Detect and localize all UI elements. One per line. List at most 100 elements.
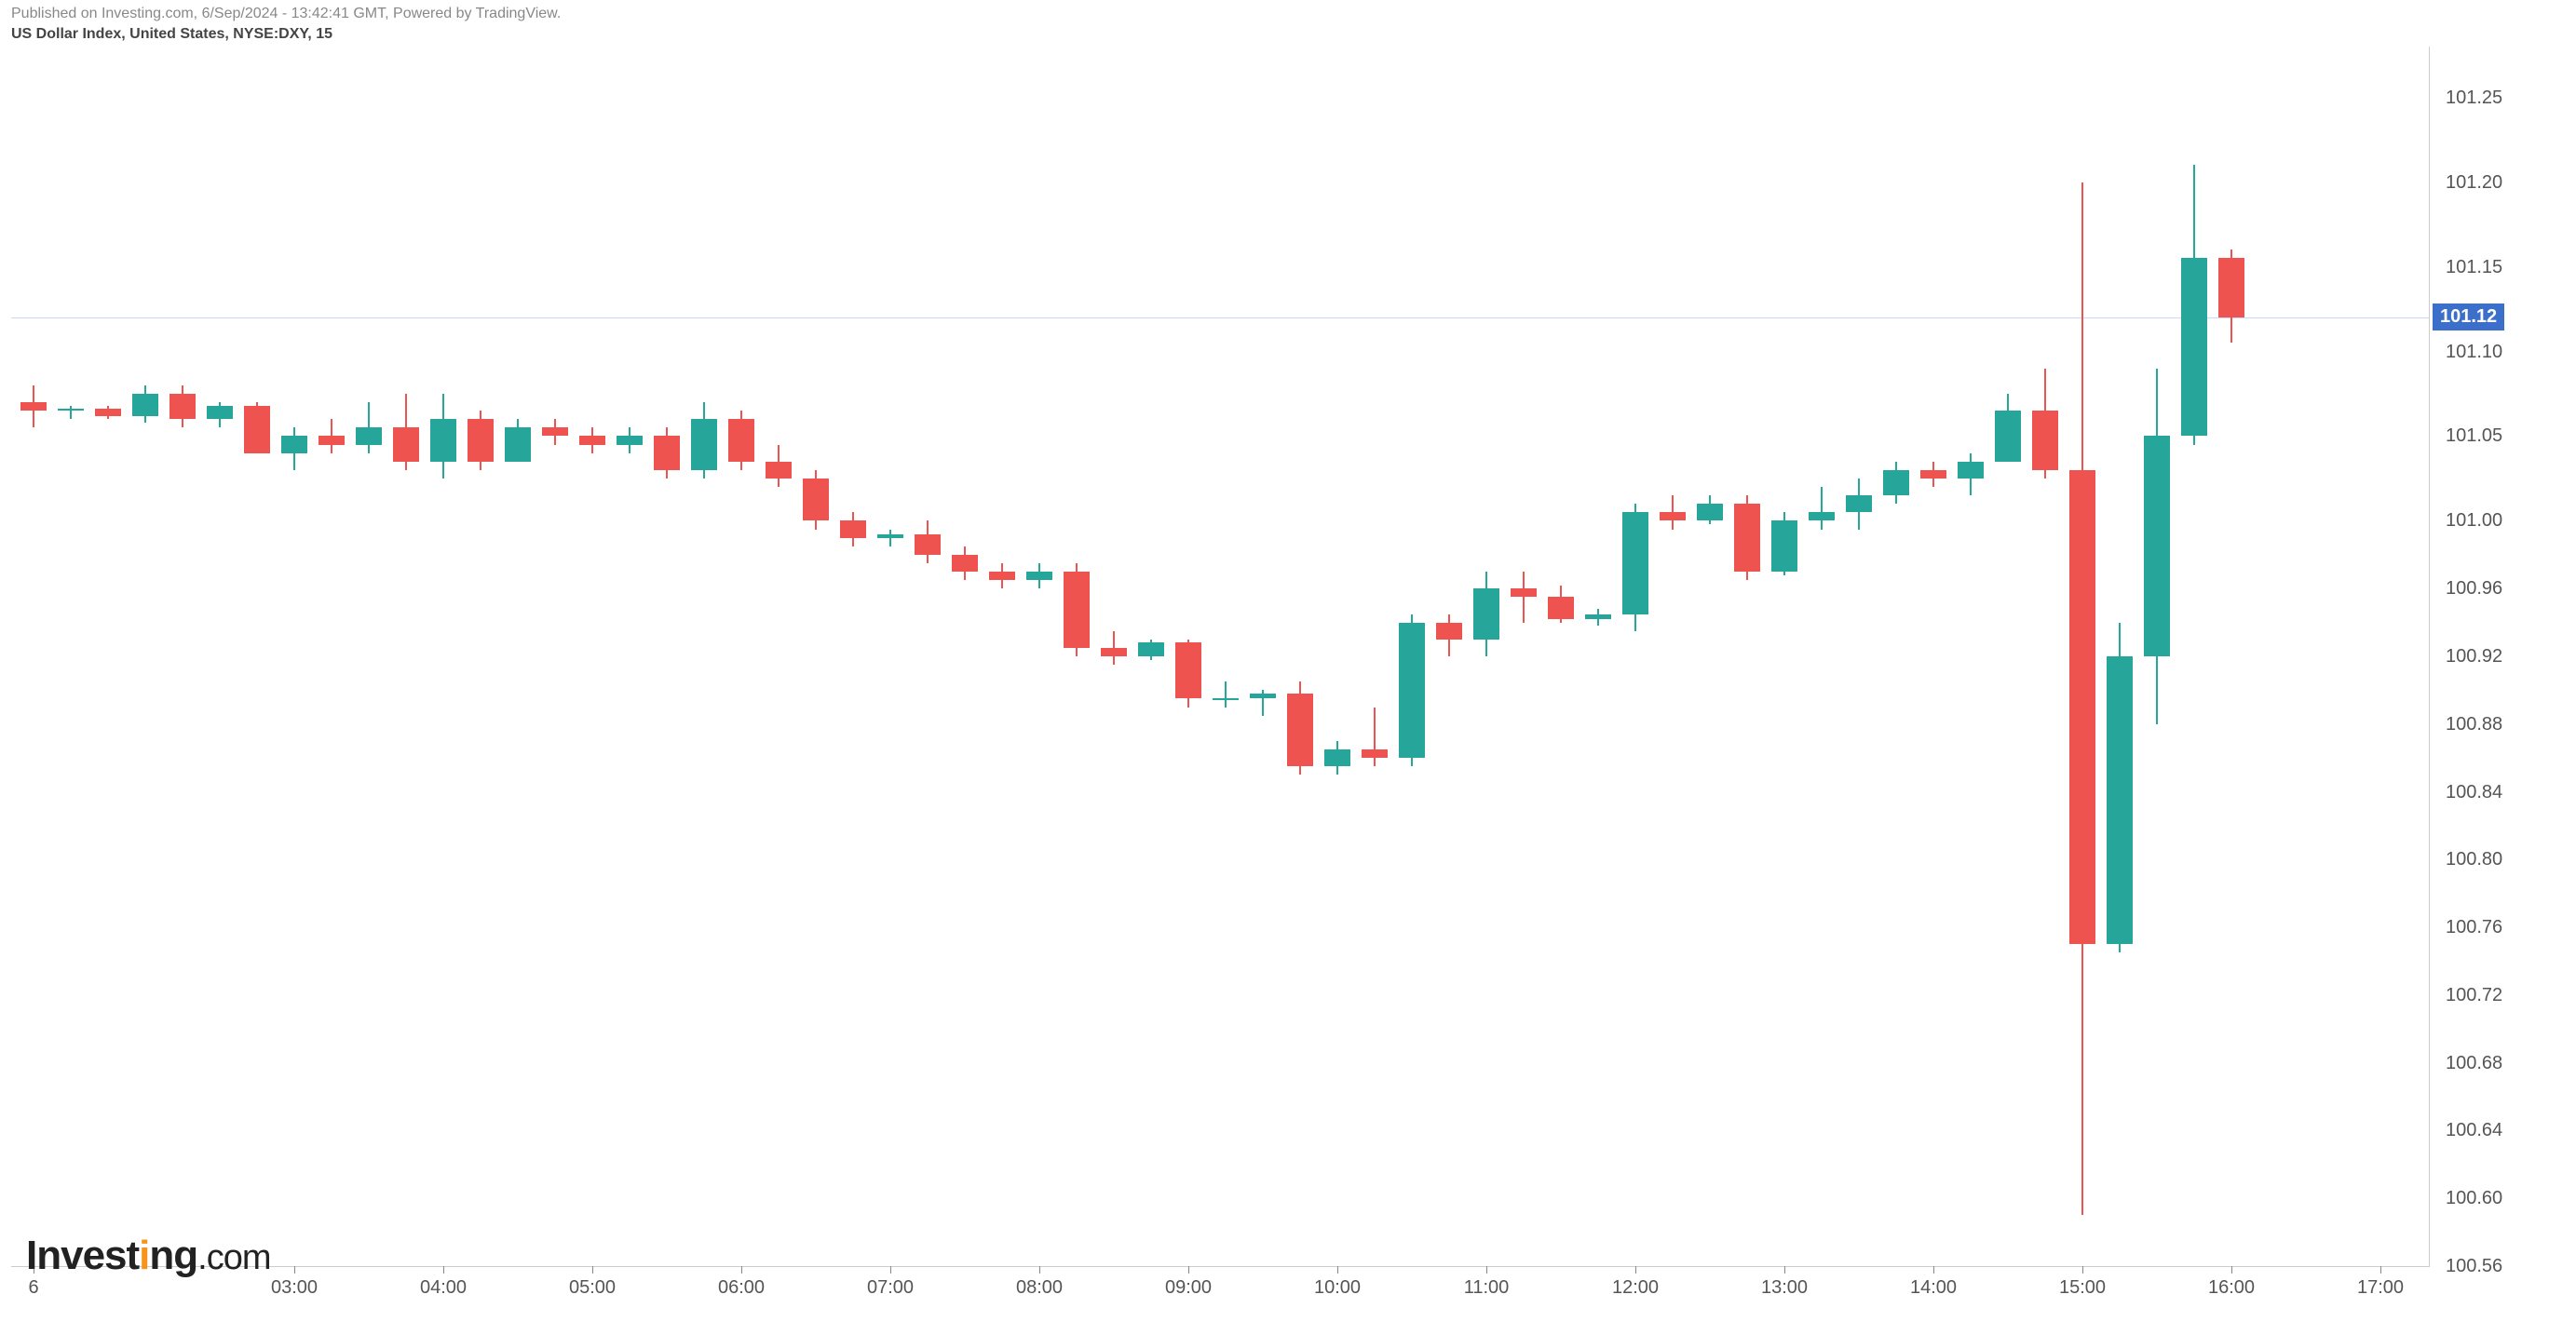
candle-body bbox=[2181, 258, 2207, 436]
x-tick-mark bbox=[741, 1266, 742, 1274]
y-tick-label: 101.00 bbox=[2446, 510, 2502, 532]
candle-body bbox=[1622, 512, 1648, 614]
x-tick-label: 15:00 bbox=[2059, 1277, 2106, 1299]
x-tick-mark bbox=[294, 1266, 295, 1274]
candle-body bbox=[1399, 623, 1425, 759]
logo-dotcom: .com bbox=[197, 1238, 270, 1277]
x-tick-label: 07:00 bbox=[867, 1277, 914, 1299]
candle-body bbox=[58, 409, 84, 411]
candle-body bbox=[1920, 470, 1946, 479]
candle-body bbox=[1064, 572, 1090, 648]
candle-body bbox=[430, 419, 456, 461]
candle-body bbox=[20, 402, 47, 411]
candle-body bbox=[877, 534, 903, 538]
y-tick-label: 100.88 bbox=[2446, 714, 2502, 735]
y-tick-label: 100.84 bbox=[2446, 782, 2502, 803]
candle-wick bbox=[1225, 681, 1227, 707]
x-tick-mark bbox=[1188, 1266, 1189, 1274]
candle-body bbox=[2107, 656, 2133, 944]
candle-wick bbox=[889, 530, 891, 546]
candle-body bbox=[1511, 588, 1537, 597]
candle-body bbox=[169, 394, 196, 419]
publish-info: Published on Investing.com, 6/Sep/2024 -… bbox=[11, 6, 561, 22]
candlestick-chart[interactable]: 101.25101.20101.15101.10101.05101.00100.… bbox=[11, 47, 2429, 1266]
candle-body bbox=[356, 427, 382, 444]
y-tick-label: 100.92 bbox=[2446, 646, 2502, 668]
candle-body bbox=[803, 479, 829, 520]
candle-body bbox=[1213, 698, 1239, 700]
candle-body bbox=[1436, 623, 1462, 640]
candle-body bbox=[1883, 470, 1909, 495]
candle-body bbox=[542, 427, 568, 436]
candle-body bbox=[1026, 572, 1052, 580]
candle-body bbox=[468, 419, 494, 461]
y-tick-label: 100.76 bbox=[2446, 917, 2502, 938]
candle-body bbox=[617, 436, 643, 444]
x-tick-mark bbox=[2231, 1266, 2232, 1274]
candle-body bbox=[2144, 436, 2170, 656]
y-tick-label: 100.96 bbox=[2446, 578, 2502, 600]
current-price-badge: 101.12 bbox=[2433, 303, 2504, 330]
candle-body bbox=[95, 409, 121, 415]
candle-body bbox=[1250, 694, 1276, 698]
x-tick-label: 08:00 bbox=[1016, 1277, 1063, 1299]
investing-logo: Investing.com bbox=[26, 1233, 271, 1279]
x-tick-mark bbox=[1337, 1266, 1338, 1274]
candle-body bbox=[1958, 462, 1984, 479]
x-tick-label: 06:00 bbox=[718, 1277, 765, 1299]
candle-body bbox=[1473, 588, 1499, 640]
candle-body bbox=[691, 419, 717, 470]
candle-body bbox=[1175, 642, 1201, 698]
y-tick-label: 100.56 bbox=[2446, 1256, 2502, 1277]
candle-body bbox=[2218, 258, 2244, 317]
candle-body bbox=[2069, 470, 2095, 944]
candle-body bbox=[207, 406, 233, 420]
x-tick-mark bbox=[443, 1266, 444, 1274]
x-tick-mark bbox=[1933, 1266, 1934, 1274]
candle-body bbox=[1995, 411, 2021, 462]
candle-wick bbox=[1821, 487, 1823, 529]
candle-body bbox=[319, 436, 345, 444]
x-tick-mark bbox=[1039, 1266, 1040, 1274]
logo-text-i: i bbox=[139, 1233, 149, 1278]
x-tick-mark bbox=[1486, 1266, 1487, 1274]
candle-body bbox=[1101, 648, 1127, 656]
candle-body bbox=[244, 406, 270, 453]
candle-body bbox=[1697, 504, 1723, 520]
candle-body bbox=[1734, 504, 1760, 572]
candle-body bbox=[1771, 520, 1797, 572]
x-tick-label: 03:00 bbox=[271, 1277, 318, 1299]
candle-body bbox=[393, 427, 419, 461]
candle-body bbox=[1585, 614, 1611, 619]
candle-body bbox=[1362, 749, 1388, 758]
candle-body bbox=[1548, 597, 1574, 619]
x-tick-label: 14:00 bbox=[1910, 1277, 1957, 1299]
y-tick-label: 101.25 bbox=[2446, 88, 2502, 109]
candle-body bbox=[1324, 749, 1350, 766]
candle-body bbox=[840, 520, 866, 537]
x-tick-label: 11:00 bbox=[1464, 1277, 1510, 1299]
x-tick-label: 05:00 bbox=[569, 1277, 616, 1299]
candle-body bbox=[579, 436, 605, 444]
y-axis-line bbox=[2429, 47, 2430, 1266]
x-tick-mark bbox=[2082, 1266, 2083, 1274]
y-tick-label: 100.72 bbox=[2446, 985, 2502, 1006]
candle-wick bbox=[70, 406, 72, 420]
candle-body bbox=[281, 436, 307, 452]
y-tick-label: 101.15 bbox=[2446, 257, 2502, 278]
x-tick-label: 13:00 bbox=[1761, 1277, 1808, 1299]
candle-body bbox=[728, 419, 754, 461]
x-tick-label: 04:00 bbox=[420, 1277, 467, 1299]
candle-body bbox=[1846, 495, 1872, 512]
x-axis-line bbox=[11, 1266, 2430, 1267]
y-tick-label: 100.80 bbox=[2446, 849, 2502, 870]
x-tick-label: 12:00 bbox=[1612, 1277, 1659, 1299]
x-tick-mark bbox=[2380, 1266, 2381, 1274]
y-tick-label: 100.68 bbox=[2446, 1053, 2502, 1074]
x-tick-label: 09:00 bbox=[1165, 1277, 1212, 1299]
x-tick-label: 6 bbox=[28, 1277, 38, 1299]
logo-text-2: ng bbox=[149, 1233, 197, 1278]
logo-text-1: Invest bbox=[26, 1233, 139, 1278]
candle-body bbox=[505, 427, 531, 461]
x-tick-mark bbox=[890, 1266, 891, 1274]
